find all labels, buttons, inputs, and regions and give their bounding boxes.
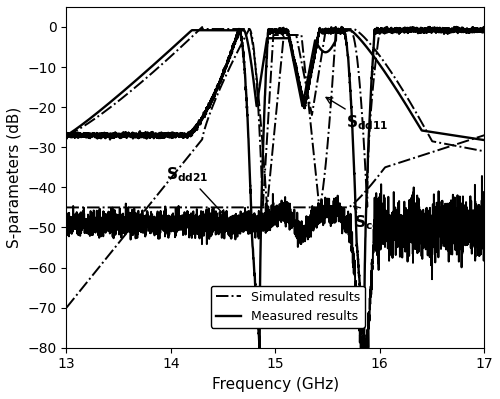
Y-axis label: S-parameters (dB): S-parameters (dB)	[7, 107, 22, 248]
X-axis label: Frequency (GHz): Frequency (GHz)	[212, 377, 339, 392]
Text: $\mathbf{S_{cc21}}$: $\mathbf{S_{cc21}}$	[354, 206, 394, 232]
Text: $\mathbf{S_{dd21}}$: $\mathbf{S_{dd21}}$	[166, 165, 226, 216]
Legend: Simulated results, Measured results: Simulated results, Measured results	[210, 286, 365, 328]
Text: $\mathbf{S_{dd11}}$: $\mathbf{S_{dd11}}$	[326, 97, 389, 132]
